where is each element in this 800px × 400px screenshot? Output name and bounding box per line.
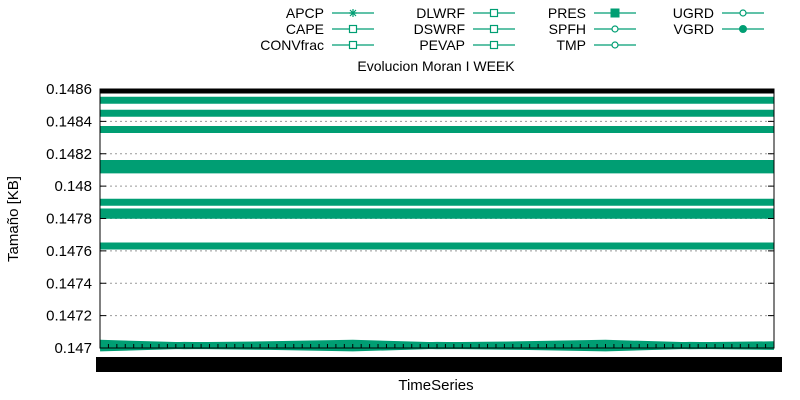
legend-marker (348, 24, 358, 34)
legend-marker (489, 24, 499, 34)
y-tick-label: 0.1486 (46, 81, 92, 98)
y-tick-label: 0.1472 (46, 308, 92, 325)
legend-entry-pres: PRES (548, 5, 636, 21)
legend-marker (610, 8, 620, 18)
legend-marker (348, 40, 358, 50)
legend-label: UGRD (673, 5, 714, 21)
legend-entry-dswrf: DSWRF (414, 21, 515, 37)
legend-entry-tmp: TMP (556, 37, 636, 53)
legend-label: SPFH (549, 21, 586, 37)
legend-entry-apcp: APCP (286, 5, 374, 21)
y-tick-label: 0.1474 (46, 275, 92, 292)
legend-label: TMP (556, 37, 586, 53)
y-tick-label: 0.1484 (46, 113, 92, 130)
legend-marker (739, 25, 747, 33)
legend-entry-convfrac: CONVfrac (260, 37, 374, 53)
legend-label: CONVfrac (260, 37, 324, 53)
legend-label: PEVAP (419, 37, 465, 53)
legend-entry-dlwrf: DLWRF (416, 5, 515, 21)
legend-label: DLWRF (416, 5, 465, 21)
chart-title: Evolucion Moran I WEEK (357, 58, 515, 74)
legend-entry-ugrd: UGRD (673, 5, 764, 21)
series-lines (99, 88, 775, 352)
legend-marker (611, 25, 619, 33)
legend-entry-cape: CAPE (286, 21, 374, 37)
x-tick-labels-overlapping (96, 357, 782, 372)
y-tick-label: 0.1478 (46, 211, 92, 228)
legend-entry-spfh: SPFH (549, 21, 636, 37)
y-axis-title: Tamaño [KB] (5, 176, 22, 262)
y-ticks: 0.147 0.1472 0.1474 0.1476 0.1478 0.148 0.1482… (46, 81, 774, 357)
legend-marker (349, 9, 357, 17)
legend-label: APCP (286, 5, 324, 21)
x-axis-title: TimeSeries (398, 377, 473, 394)
y-tick-label: 0.148 (54, 178, 92, 195)
legend-marker (489, 40, 499, 50)
legend-label: VGRD (674, 21, 714, 37)
legend-marker (739, 9, 747, 17)
legend-entry-vgrd: VGRD (674, 21, 764, 37)
legend-label: DSWRF (414, 21, 465, 37)
y-tick-label: 0.147 (54, 340, 92, 357)
legend-label: CAPE (286, 21, 324, 37)
legend-marker (489, 8, 499, 18)
legend-entry-pevap: PEVAP (419, 37, 515, 53)
y-tick-label: 0.1476 (46, 243, 92, 260)
legend-marker (611, 41, 619, 49)
y-tick-label: 0.1482 (46, 146, 92, 163)
x-ticks (96, 344, 782, 372)
legend-label: PRES (548, 5, 586, 21)
